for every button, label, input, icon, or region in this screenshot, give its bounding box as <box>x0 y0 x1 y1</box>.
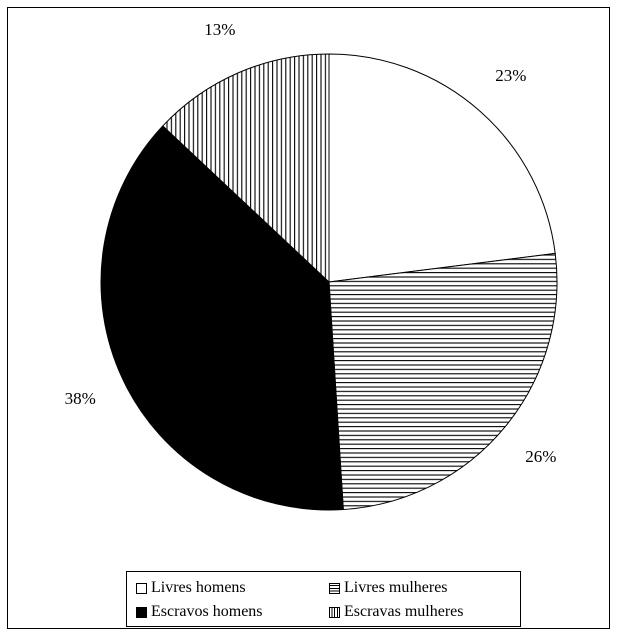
legend-item-livres-mulheres: Livres mulheres <box>329 579 448 597</box>
legend-item-livres-homens: Livres homens <box>136 579 246 597</box>
pie-slice-escravas-mulheres <box>162 53 330 284</box>
legend-label: Escravos homens <box>151 603 263 620</box>
legend-swatch-vertical-hatch <box>329 606 340 618</box>
data-label-escravas-mulheres: 13% <box>204 19 236 39</box>
legend-label: Livres mulheres <box>344 579 448 596</box>
pie-slice-escravos-homens <box>100 125 344 511</box>
chart-frame: 23% 26% 38% 13% Livres homens Livres mulher… <box>7 7 610 629</box>
legend-item-escravos-homens: Escravos homens <box>136 603 263 621</box>
legend-swatch-black <box>136 606 147 618</box>
legend-swatch-white <box>136 582 147 594</box>
legend: Livres homens Livres mulheres Escravos h… <box>126 571 521 627</box>
legend-swatch-horizontal-hatch <box>329 582 340 594</box>
legend-item-escravas-mulheres: Escravas mulheres <box>329 603 464 621</box>
data-label-livres-homens: 23% <box>495 65 527 85</box>
pie-slice-livres-homens <box>328 53 556 283</box>
data-label-escravos-homens: 38% <box>64 389 96 409</box>
legend-label: Livres homens <box>151 579 246 596</box>
legend-label: Escravas mulheres <box>344 603 464 620</box>
pie-slice-livres-mulheres <box>328 252 558 511</box>
pie-slices <box>100 53 558 511</box>
pie-chart <box>100 53 558 511</box>
data-label-livres-mulheres: 26% <box>525 447 557 467</box>
